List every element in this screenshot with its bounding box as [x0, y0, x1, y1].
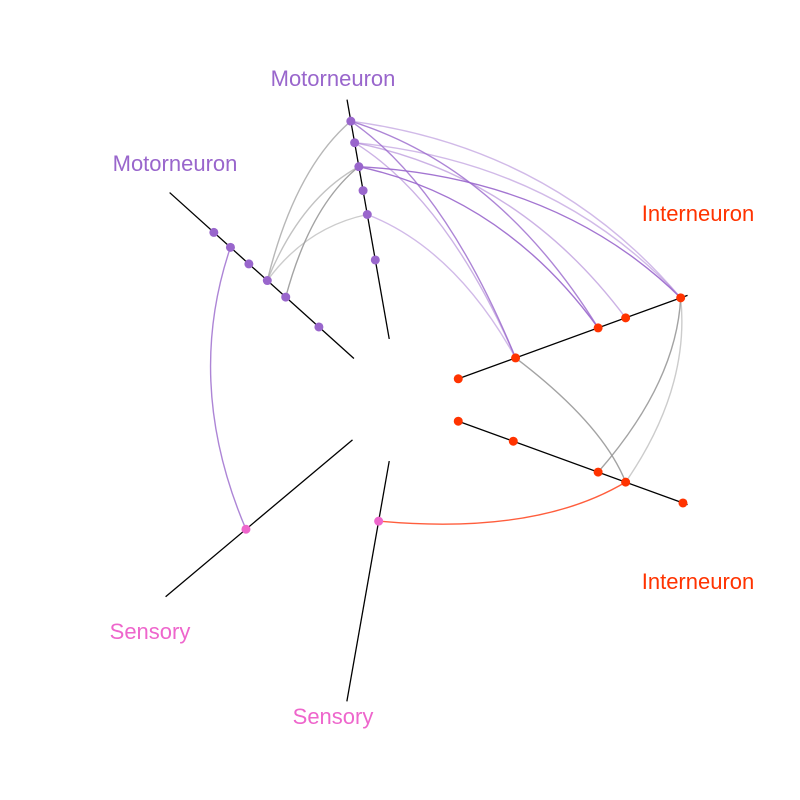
axis-motor-left [169, 192, 355, 359]
axis-label-inter-upper: Interneuron [642, 201, 755, 226]
edge-mt1-iu3 [350, 120, 599, 329]
node-iu4 [621, 313, 631, 323]
edge-iu5-il4 [625, 297, 683, 483]
node-il3 [593, 467, 603, 477]
edge-mt3-iu5 [358, 165, 682, 299]
edge-ml2-sl1 [209, 247, 247, 530]
edge-il4-sb1 [378, 481, 626, 525]
node-iu3 [593, 323, 603, 333]
edge-mt1-iu5 [350, 120, 682, 299]
edge-mt2-iu2 [354, 142, 517, 359]
node-sb1 [374, 516, 384, 526]
node-mt2 [350, 138, 360, 148]
node-iu1 [453, 374, 463, 384]
node-iu2 [511, 353, 521, 363]
edge-mt2-iu4 [354, 142, 627, 319]
axis-label-sensory-left: Sensory [110, 619, 191, 644]
node-ml1 [209, 227, 219, 237]
edge-iu5-il3 [597, 297, 682, 473]
edge-mt1-iu2 [350, 120, 517, 359]
node-mt3 [354, 162, 364, 172]
edge-mt2-iu5 [354, 142, 682, 299]
axis-label-sensory-bottom: Sensory [293, 704, 374, 729]
axis-label-motor-left: Motorneuron [113, 151, 238, 176]
axis-sensory-left [165, 439, 353, 598]
node-il2 [508, 436, 518, 446]
axis-label-inter-lower: Interneuron [642, 569, 755, 594]
node-il1 [453, 416, 463, 426]
axis-sensory-bottom [346, 460, 390, 702]
axes-layer [165, 99, 688, 702]
axis-label-motor-top: Motorneuron [271, 66, 396, 91]
axis-inter-upper [458, 294, 688, 380]
edge-mt5-ml4 [266, 213, 368, 281]
node-mt5 [362, 210, 372, 220]
edge-iu2-il4 [515, 357, 627, 483]
node-mt6 [370, 255, 380, 265]
edge-mt5-iu2 [367, 213, 517, 359]
node-mt1 [346, 116, 356, 126]
node-ml6 [314, 322, 324, 332]
edges-layer [209, 120, 683, 530]
edge-mt3-ml4 [266, 166, 360, 281]
axis-motor-top [346, 99, 390, 340]
labels-layer: Motorneuron Motorneuron Interneuron Inte… [110, 66, 755, 729]
node-ml5 [281, 292, 291, 302]
node-ml2 [225, 242, 235, 252]
edge-mt3-ml5 [285, 166, 360, 298]
edge-mt1-ml4 [266, 120, 352, 281]
node-mt4 [358, 186, 368, 196]
node-il5 [678, 498, 688, 508]
nodes-layer [209, 116, 688, 534]
node-iu5 [676, 293, 686, 303]
node-sl1 [241, 524, 251, 534]
node-ml3 [244, 259, 254, 269]
axis-inter-lower [458, 420, 688, 506]
edge-mt3-iu3 [358, 165, 599, 329]
node-ml4 [262, 276, 272, 286]
node-il4 [621, 477, 631, 487]
